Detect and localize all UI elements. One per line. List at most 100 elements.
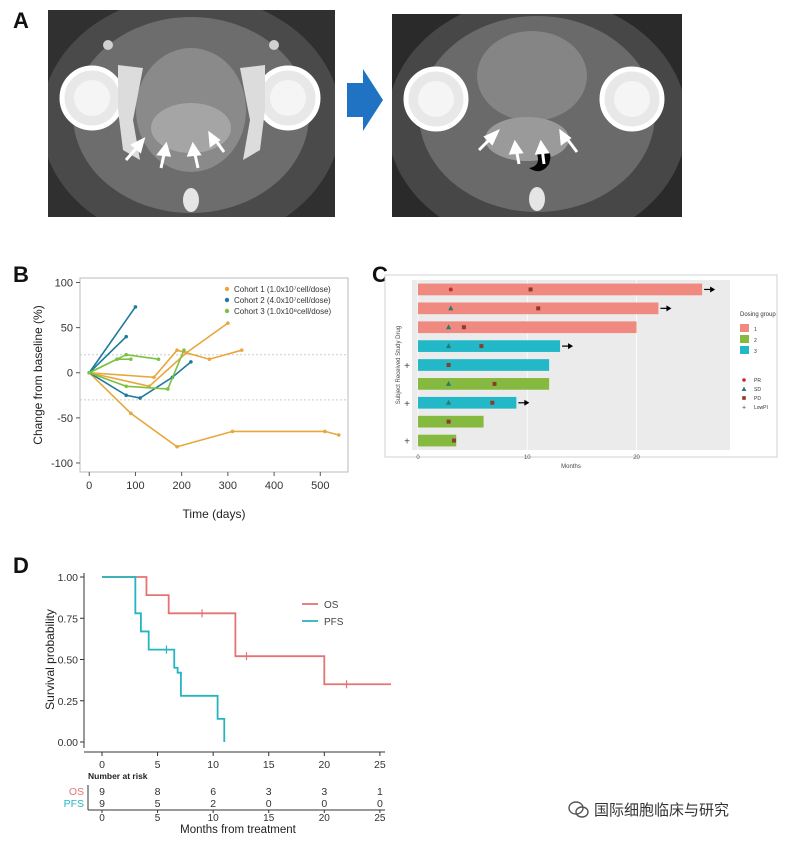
- c-ongoing-arrowhead: [524, 399, 530, 406]
- d-risk-row-label: OS: [69, 786, 84, 798]
- b-data-point: [207, 357, 212, 362]
- b-series-line: [88, 372, 339, 448]
- d-risk-x-tick-label: 5: [155, 813, 161, 824]
- b-y-tick-label: -100: [51, 458, 73, 470]
- c-legend-swatch: [740, 324, 749, 332]
- b-x-tick-label: 500: [311, 480, 329, 492]
- d-risk-count: 0: [377, 798, 383, 810]
- b-data-point: [165, 387, 170, 391]
- wechat-icon: [568, 800, 589, 818]
- b-data-point: [226, 321, 230, 325]
- d-risk-count: 2: [210, 798, 216, 810]
- c-subject-bar: [418, 378, 550, 390]
- c-lowpi-marker: +: [404, 361, 410, 372]
- b-data-point: [115, 357, 119, 362]
- d-legend-label: OS: [324, 600, 339, 611]
- b-legend-swatch: [224, 286, 230, 292]
- b-data-point: [182, 348, 186, 352]
- b-legend-label: Cohort 2 (4.0x10⁷cell/dose): [234, 296, 331, 305]
- c-subject-bar: [418, 340, 561, 352]
- c-event-marker: [448, 305, 454, 311]
- ct-arrows-after: [477, 128, 579, 165]
- c-legend-marker: [741, 386, 747, 391]
- d-risk-count: 0: [266, 798, 272, 810]
- c-event-marker: [492, 381, 497, 386]
- ct-transition-arrow-icon: [345, 65, 385, 135]
- d-legend-label: PFS: [324, 617, 344, 628]
- c-legend-label: 2: [754, 338, 757, 344]
- c-event-marker: [446, 324, 452, 330]
- ct-scan-before-drawing: [48, 10, 335, 217]
- b-y-tick-label: 100: [55, 278, 73, 290]
- d-risk-count: 5: [155, 798, 161, 810]
- c-subject-bar: [418, 434, 457, 447]
- c-event-marker: [461, 325, 466, 330]
- b-y-axis-label: Change from baseline (%): [31, 305, 45, 444]
- panel-letter-a: A: [13, 8, 29, 33]
- ct-scan-after-drawing: [392, 14, 682, 217]
- b-data-point: [175, 348, 179, 352]
- c-event-marker: [536, 306, 541, 311]
- b-x-tick-label: 100: [126, 480, 144, 492]
- c-subject-bar: [418, 396, 517, 409]
- c-lowpi-marker: +: [404, 437, 410, 448]
- watermark-text: 国际细胞临床与研究: [594, 802, 730, 819]
- d-risk-count: 6: [210, 786, 216, 798]
- d-risk-table-title: Number at risk: [88, 771, 148, 781]
- b-legend-label: Cohort 1 (1.0x10⁷cell/dose): [234, 285, 331, 294]
- d-risk-x-tick-label: 25: [374, 813, 386, 824]
- c-x-tick-label: 10: [524, 455, 531, 461]
- b-x-tick-label: 300: [219, 480, 237, 492]
- c-event-marker: [452, 438, 457, 443]
- ct-arrows-before: [124, 130, 226, 169]
- d-risk-x-tick-label: 0: [99, 813, 105, 824]
- d-risk-x-tick-label: 15: [263, 813, 275, 824]
- c-legend-marker-label: PD: [754, 396, 761, 402]
- d-x-tick-label: 20: [318, 759, 330, 771]
- ct-image-before: [48, 10, 335, 217]
- c-legend-swatch: [740, 346, 749, 354]
- b-x-tick-label: 0: [86, 480, 92, 492]
- b-plot-frame: [79, 277, 349, 473]
- d-y-tick-label: 0.00: [58, 737, 79, 749]
- d-x-tick-label: 0: [99, 759, 105, 771]
- c-legend-marker-label: LowPI: [754, 405, 768, 411]
- c-subject-bar: [418, 359, 550, 371]
- b-data-point: [336, 433, 341, 437]
- c-subject-bar: [418, 283, 703, 296]
- b-data-point: [230, 429, 235, 434]
- c-y-axis-label: Subject Received Study Drug: [396, 326, 402, 404]
- b-data-point: [239, 348, 244, 352]
- panel-letter-c: C: [372, 262, 388, 287]
- b-x-axis-label: Time (days): [183, 507, 246, 521]
- c-ongoing-arrowhead: [710, 286, 716, 293]
- d-y-tick-label: 0.75: [58, 613, 79, 625]
- ct-image-after: [392, 14, 682, 217]
- b-data-point: [175, 444, 179, 449]
- b-y-tick-label: 50: [61, 323, 73, 335]
- b-data-point: [152, 375, 156, 380]
- d-risk-count: 3: [266, 786, 272, 798]
- d-y-axis-label: Survival probability: [43, 609, 57, 710]
- c-legend-marker: [742, 378, 746, 382]
- b-legend-swatch: [224, 297, 230, 303]
- b-data-point: [129, 357, 133, 362]
- b-series-line: [88, 306, 137, 374]
- c-event-marker: [446, 380, 452, 386]
- b-data-point: [138, 396, 142, 400]
- b-data-point: [87, 370, 92, 375]
- d-x-axis-label: Months from treatment: [180, 824, 296, 836]
- c-legend-label: 3: [754, 349, 757, 355]
- c-ongoing-arrowhead: [568, 343, 574, 350]
- d-risk-x-tick-label: 20: [319, 813, 331, 824]
- c-lowpi-marker: +: [404, 399, 410, 410]
- d-km-curve: [102, 576, 226, 742]
- c-legend-title: Dosing group: [740, 312, 776, 318]
- d-x-tick-label: 10: [207, 759, 219, 771]
- d-y-tick-label: 0.25: [58, 696, 79, 708]
- d-y-tick-label: 1.00: [58, 572, 79, 584]
- b-data-point: [189, 360, 193, 364]
- c-event-marker: [490, 400, 495, 405]
- c-legend-marker: [742, 396, 746, 400]
